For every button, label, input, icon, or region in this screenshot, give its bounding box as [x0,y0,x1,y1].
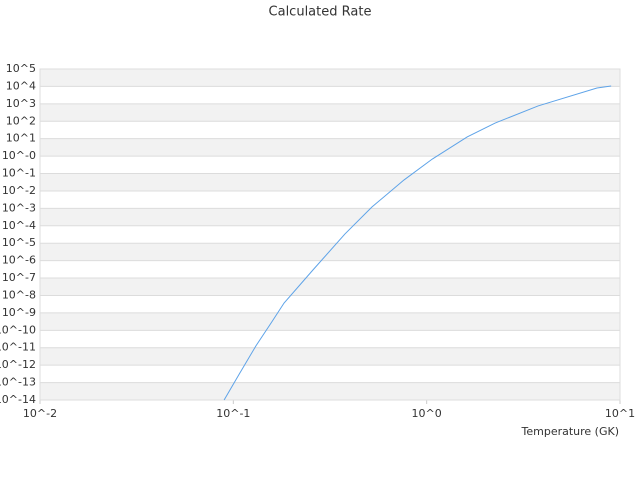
y-tick-label: 10^1 [6,132,36,145]
y-tick-label: 10^-3 [2,201,36,214]
grid-band [40,382,620,400]
x-tick-label: 10^-2 [23,407,57,420]
line-series [223,85,612,401]
grid-band [40,173,620,191]
y-tick-label: 10^-11 [0,341,36,354]
y-tick-label: 10^-10 [0,323,36,336]
y-tick-label: 10^-8 [2,288,36,301]
grid-band [40,243,620,261]
y-tick-label: 10^3 [6,97,36,110]
chart-title: Calculated Rate [269,5,372,20]
y-tick-label: 10^-7 [2,271,36,284]
x-tick-label: 10^0 [412,407,442,420]
y-tick-label: 10^-5 [2,236,36,249]
grid-band [40,347,620,366]
y-tick-label: 10^-6 [2,254,36,267]
grid-band [40,312,620,331]
y-tick-label: 10^-4 [2,219,36,232]
y-tick-label: 10^4 [6,79,36,92]
y-tick-label: 10^-13 [0,376,36,389]
grid-band [40,208,620,226]
grid-band [40,138,620,157]
y-tick-label: 10^5 [6,62,36,75]
y-tick-label: 10^-1 [2,167,36,180]
x-axis-label: Temperature (GK) [521,425,620,438]
y-tick-label: 10^-2 [2,184,36,197]
grid-band [40,69,620,87]
grid-band [40,103,620,122]
y-tick-label: 10^-12 [0,358,36,371]
y-tick-label: 10^-0 [2,149,36,162]
y-tick-label: 10^-14 [0,393,36,406]
y-tick-label: 10^-9 [2,306,36,319]
plot-frame [39,68,621,401]
y-tick-label: 10^2 [6,114,36,127]
x-tick-label: 10^1 [605,407,635,420]
grid-band [40,278,620,296]
x-tick-label: 10^-1 [216,407,250,420]
